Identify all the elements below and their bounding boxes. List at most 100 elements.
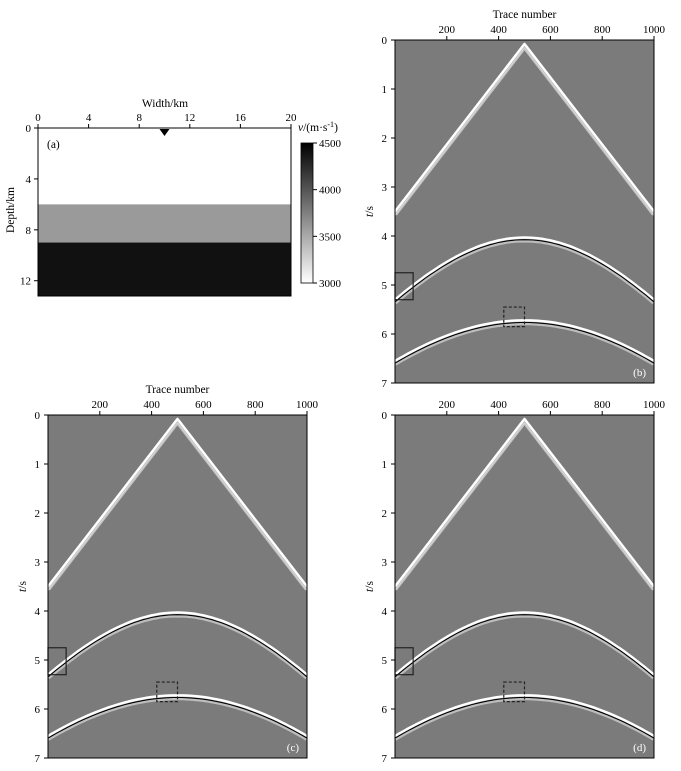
gather-ylabel: t/s	[364, 581, 376, 592]
gather-ytick-label: 1	[382, 459, 388, 471]
gather-ytick-label: 5	[382, 280, 388, 292]
panel-a-label: (a)	[47, 139, 60, 151]
velocity-layer-1	[38, 128, 291, 205]
event-3-white	[395, 694, 654, 738]
event-1-tail	[395, 47, 654, 216]
colorbar-tick-label: 3500	[319, 231, 342, 243]
velocity-layer-2	[38, 204, 291, 243]
gather-ytick-label: 0	[382, 35, 388, 47]
gather-panel-d: 200 400 600 800 1000 0 1 2 3 4 5 6 7 t/s (d)	[364, 399, 666, 765]
gather-ytick-label: 4	[35, 606, 41, 618]
event-3-white	[48, 694, 307, 738]
gather-xtick-label: 800	[594, 399, 611, 411]
panel-a-ytick-label: 8	[26, 225, 32, 237]
colorbar-label: v/(m·s-1)	[298, 120, 338, 134]
velocity-layer-3	[38, 242, 291, 296]
event-1-tail	[48, 422, 307, 591]
colorbar-tick-label: 3000	[319, 278, 342, 290]
gather-xlabel: Trace number	[493, 9, 557, 21]
gather-xtick-label: 1000	[643, 399, 666, 411]
gather-ytick-label: 0	[35, 410, 41, 422]
gather-background	[395, 40, 654, 383]
source-marker-icon	[159, 129, 170, 136]
colorbar-tick-label: 4000	[319, 185, 342, 197]
gather-panel-label: (d)	[633, 742, 646, 754]
gather-background	[395, 415, 654, 758]
gather-ytick-label: 7	[382, 378, 388, 390]
gather-panel-label: (b)	[633, 367, 646, 379]
colorbar-label-exp: -1	[327, 120, 334, 129]
colorbar	[300, 142, 314, 284]
gather-xtick-label: 800	[247, 399, 264, 411]
gather-xtick-label: 400	[143, 399, 160, 411]
gather-panel-label: (c)	[287, 742, 300, 754]
gather-ytick-label: 7	[382, 753, 388, 765]
panel-a-frame	[37, 127, 292, 297]
event-2-white	[395, 236, 654, 301]
gather-frame	[394, 39, 655, 384]
panel-a-xtick-label: 4	[86, 112, 92, 124]
gather-ylabel-unit: /s	[364, 581, 376, 589]
gather-ylabel-unit: /s	[364, 206, 376, 214]
event-halo	[395, 418, 654, 591]
gather-xlabel: Trace number	[146, 384, 210, 396]
panel-a-xtick-label: 0	[35, 112, 41, 124]
gather-xtick-label: 600	[195, 399, 212, 411]
event-2-white	[48, 611, 307, 676]
gather-xtick-label: 400	[490, 399, 507, 411]
panel-a-ytick-label: 4	[26, 174, 32, 186]
event-2-black	[395, 239, 654, 303]
gather-ytick-label: 7	[35, 753, 41, 765]
event-1-tail	[395, 422, 654, 591]
gather-ytick-label: 1	[35, 459, 41, 471]
panel-a-ylabel: Depth/km	[5, 187, 17, 233]
event-2-white	[395, 611, 654, 676]
gather-panel-b: 200 400 600 800 1000 Trace number 0 1 2 3 4 5 6 7 t/s (…	[364, 9, 666, 390]
velocity-model-panel: Width/km Depth/km 0 4 8 12 16 20 0 4 8 12 (a) v/…	[5, 98, 342, 297]
panel-a-xtick-label: 16	[235, 112, 247, 124]
event-2-black	[48, 614, 307, 678]
gather-ytick-label: 6	[382, 704, 388, 716]
gather-ylabel-t: t	[364, 588, 376, 592]
event-1-white	[48, 417, 307, 588]
gather-xtick-label: 1000	[296, 399, 319, 411]
panel-a-xtick-label: 12	[184, 112, 195, 124]
gather-ytick-label: 6	[35, 704, 41, 716]
event-halo	[48, 418, 307, 591]
gather-ytick-label: 1	[382, 84, 388, 96]
gather-xtick-label: 800	[594, 24, 611, 36]
colorbar-label-v: v	[298, 122, 304, 134]
gather-ytick-label: 0	[382, 410, 388, 422]
gather-frame	[394, 414, 655, 759]
dashed-highlight-box	[503, 681, 526, 703]
gather-ytick-label: 2	[382, 508, 388, 520]
colorbar-label-unit: /(m·s	[303, 122, 328, 134]
gather-ytick-label: 2	[382, 133, 388, 145]
event-1-white	[395, 42, 654, 213]
panel-a-xtick-label: 20	[286, 112, 298, 124]
gather-xtick-label: 200	[439, 24, 456, 36]
colorbar-tick-label: 4500	[319, 138, 342, 150]
event-1-white	[395, 417, 654, 588]
gather-ylabel: t/s	[17, 581, 29, 592]
gather-ytick-label: 3	[382, 557, 388, 569]
gather-xtick-label: 400	[490, 24, 507, 36]
gather-xtick-label: 200	[439, 399, 456, 411]
gather-ylabel-t: t	[364, 213, 376, 217]
gather-ylabel: t/s	[364, 206, 376, 217]
gather-xtick-label: 600	[542, 399, 559, 411]
gather-ytick-label: 4	[382, 231, 388, 243]
gather-ytick-label: 5	[35, 655, 41, 667]
gather-events	[395, 417, 654, 741]
gather-ytick-label: 5	[382, 655, 388, 667]
gather-xtick-label: 600	[542, 24, 559, 36]
gather-ylabel-unit: /s	[17, 581, 29, 589]
gather-ytick-label: 3	[35, 557, 41, 569]
gather-ylabel-t: t	[17, 588, 29, 592]
event-3-white	[395, 319, 654, 362]
gather-xtick-label: 1000	[643, 24, 666, 36]
panel-a-xtick-label: 8	[136, 112, 142, 124]
panel-a-ytick-label: 12	[20, 276, 31, 288]
dashed-highlight-box	[503, 306, 526, 328]
panel-a-ytick-label: 0	[26, 123, 32, 135]
